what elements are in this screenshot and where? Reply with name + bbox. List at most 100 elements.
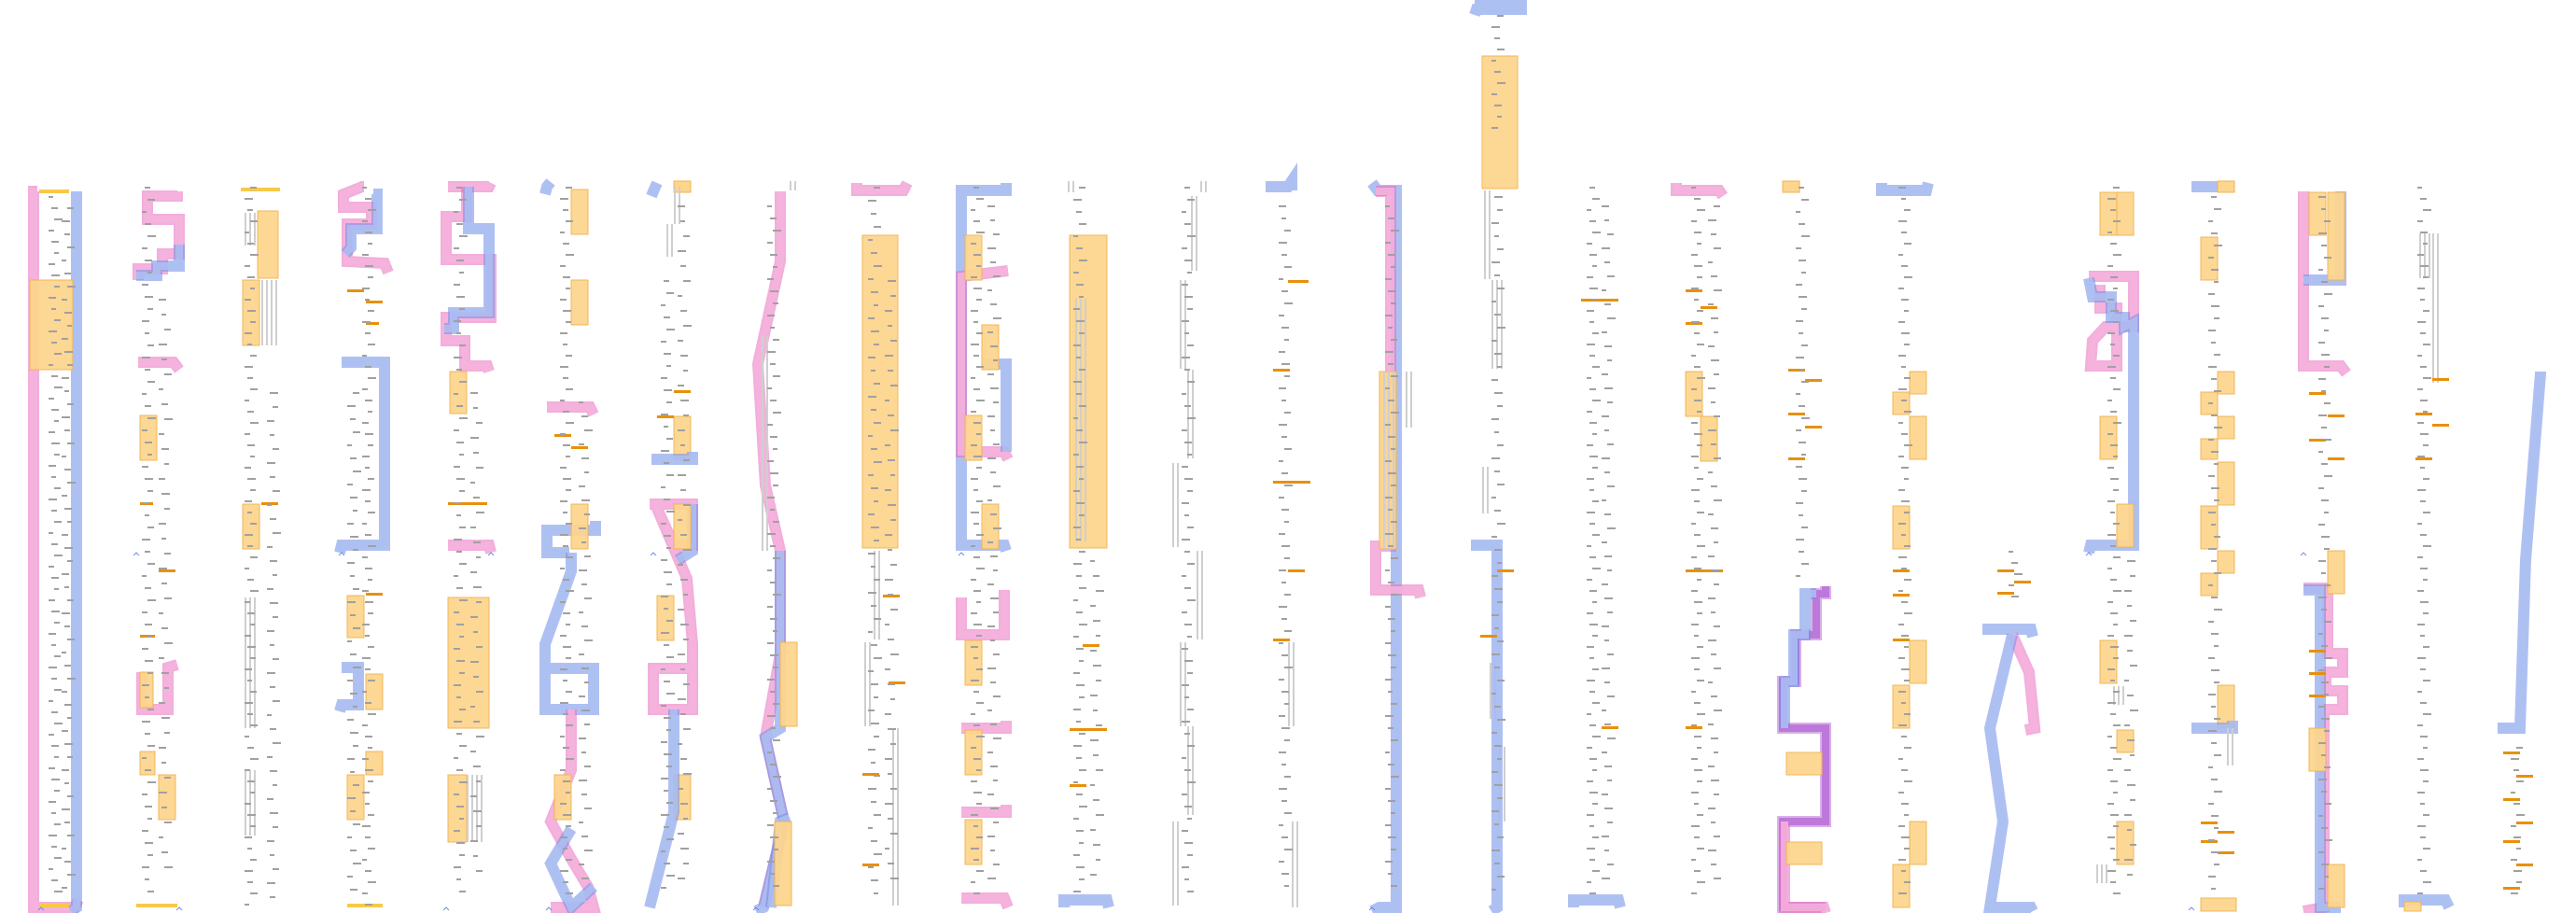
- col15b-mark: [1491, 536, 1497, 538]
- col9-mark: [874, 500, 878, 502]
- col5-mark: [454, 247, 459, 249]
- col2-mark: [145, 587, 151, 589]
- col24-mark: [2417, 859, 2422, 861]
- col14-mark: [1385, 751, 1390, 753]
- col10-mark: [976, 635, 982, 637]
- col17-mark: [1694, 870, 1701, 872]
- col23-orange-c: [2327, 550, 2345, 595]
- caret-mark: [338, 552, 345, 556]
- col13-mark: [1284, 849, 1293, 850]
- col4-mark: [362, 288, 370, 289]
- col4b-mark: [350, 732, 358, 734]
- col7b-mark: [680, 624, 689, 625]
- col3-mark: [250, 758, 259, 760]
- col9b-mark: [885, 444, 890, 446]
- col2b-mark: [164, 732, 170, 734]
- col5-mark: [456, 842, 465, 844]
- col16b-mark: [1602, 415, 1609, 417]
- col11-mark: [1073, 818, 1079, 820]
- col10b-mark: [987, 205, 995, 207]
- col10b-mark: [993, 780, 998, 781]
- col11b-mark: [1090, 739, 1099, 741]
- col7b-mark: [683, 370, 688, 372]
- col23-mark: [2318, 414, 2327, 416]
- col3-dash: [261, 502, 278, 505]
- col6-mark: [560, 601, 566, 603]
- col9-mark: [871, 527, 879, 528]
- col7b-mark: [680, 265, 686, 267]
- col23-orange-e: [2327, 864, 2345, 908]
- col14-mark: [1391, 667, 1396, 668]
- col12-mark: [1182, 611, 1187, 613]
- col17-mark: [1691, 590, 1698, 592]
- col21-mark: [2113, 556, 2121, 558]
- col7b-mark: [680, 489, 686, 491]
- col7-mark: [664, 753, 672, 755]
- col4-blue-mid: [336, 358, 388, 554]
- col17b-mark: [1714, 794, 1719, 795]
- col11-mark: [1076, 429, 1083, 431]
- col10-mark: [971, 881, 975, 883]
- col11-gray-bars-b: [1085, 299, 1086, 541]
- col7-mark: [664, 426, 668, 428]
- col9-mark: [874, 344, 879, 345]
- col7b-mark: [680, 220, 685, 222]
- col13-dash-d: [1288, 569, 1305, 572]
- col10b-mark: [987, 751, 993, 753]
- col11-mark: [1079, 733, 1085, 735]
- col22-mark: [2211, 560, 2217, 562]
- col4b-mark: [353, 784, 359, 786]
- col9b-mark: [888, 414, 894, 416]
- col14-mark: [1391, 339, 1397, 341]
- col6-blue-bottom: [546, 826, 596, 913]
- col15b-mark: [1494, 784, 1503, 786]
- col15-mark: [1491, 26, 1500, 28]
- col5-mark: [456, 296, 465, 298]
- col12-mark: [1184, 478, 1193, 480]
- col22-orange-c: [2217, 371, 2235, 395]
- col20-blue-head: [1984, 625, 2037, 638]
- col11-mark: [1076, 721, 1081, 723]
- col13-mark: [1279, 205, 1286, 207]
- col5-blue-main: [444, 187, 493, 332]
- col19-mark: [1901, 836, 1910, 838]
- col7b-mark: [680, 310, 687, 312]
- col4-blue-top: [342, 190, 381, 257]
- col7b-mark: [683, 235, 690, 237]
- col4b-mark: [347, 836, 352, 838]
- col1-mark: [54, 891, 63, 892]
- col19-mark: [1898, 288, 1904, 289]
- col25-mark: [2513, 803, 2520, 805]
- col3-mark: [245, 736, 249, 737]
- col17-mark: [1697, 411, 1701, 413]
- col17-mark: [1691, 657, 1700, 659]
- col15-dash-b: [1480, 635, 1497, 638]
- col1-mark: [54, 454, 60, 456]
- col11b-mark: [1093, 844, 1100, 846]
- col3-mark: [245, 534, 253, 536]
- col10-mark: [976, 702, 984, 704]
- col7-mark: [666, 583, 672, 585]
- col24-dash-d: [2415, 457, 2432, 460]
- col13-mark: [1279, 788, 1287, 790]
- col8-mark: [770, 327, 775, 329]
- col11b-mark: [1096, 724, 1102, 726]
- col18-dash-c: [1788, 413, 1805, 415]
- col13-mark: [1281, 618, 1287, 620]
- col19-mark: [1901, 198, 1906, 200]
- col8-mark: [770, 436, 777, 438]
- col10b-mark: [990, 597, 999, 599]
- col15b-mark: [1491, 850, 1500, 851]
- col17-mark: [1691, 758, 1698, 760]
- col12-mark: [1187, 527, 1194, 528]
- col12-gray-bars-i: [1177, 822, 1179, 906]
- col6-mark: [566, 657, 571, 659]
- col10-mark: [976, 836, 983, 838]
- col11-mark: [1076, 684, 1085, 686]
- col12-mark: [1187, 417, 1196, 419]
- col1b-mark: [62, 808, 70, 810]
- col5-mark: [459, 381, 467, 383]
- col3b-mark: [273, 784, 277, 786]
- col22-mark: [2211, 451, 2219, 453]
- col21-mark: [2110, 646, 2119, 648]
